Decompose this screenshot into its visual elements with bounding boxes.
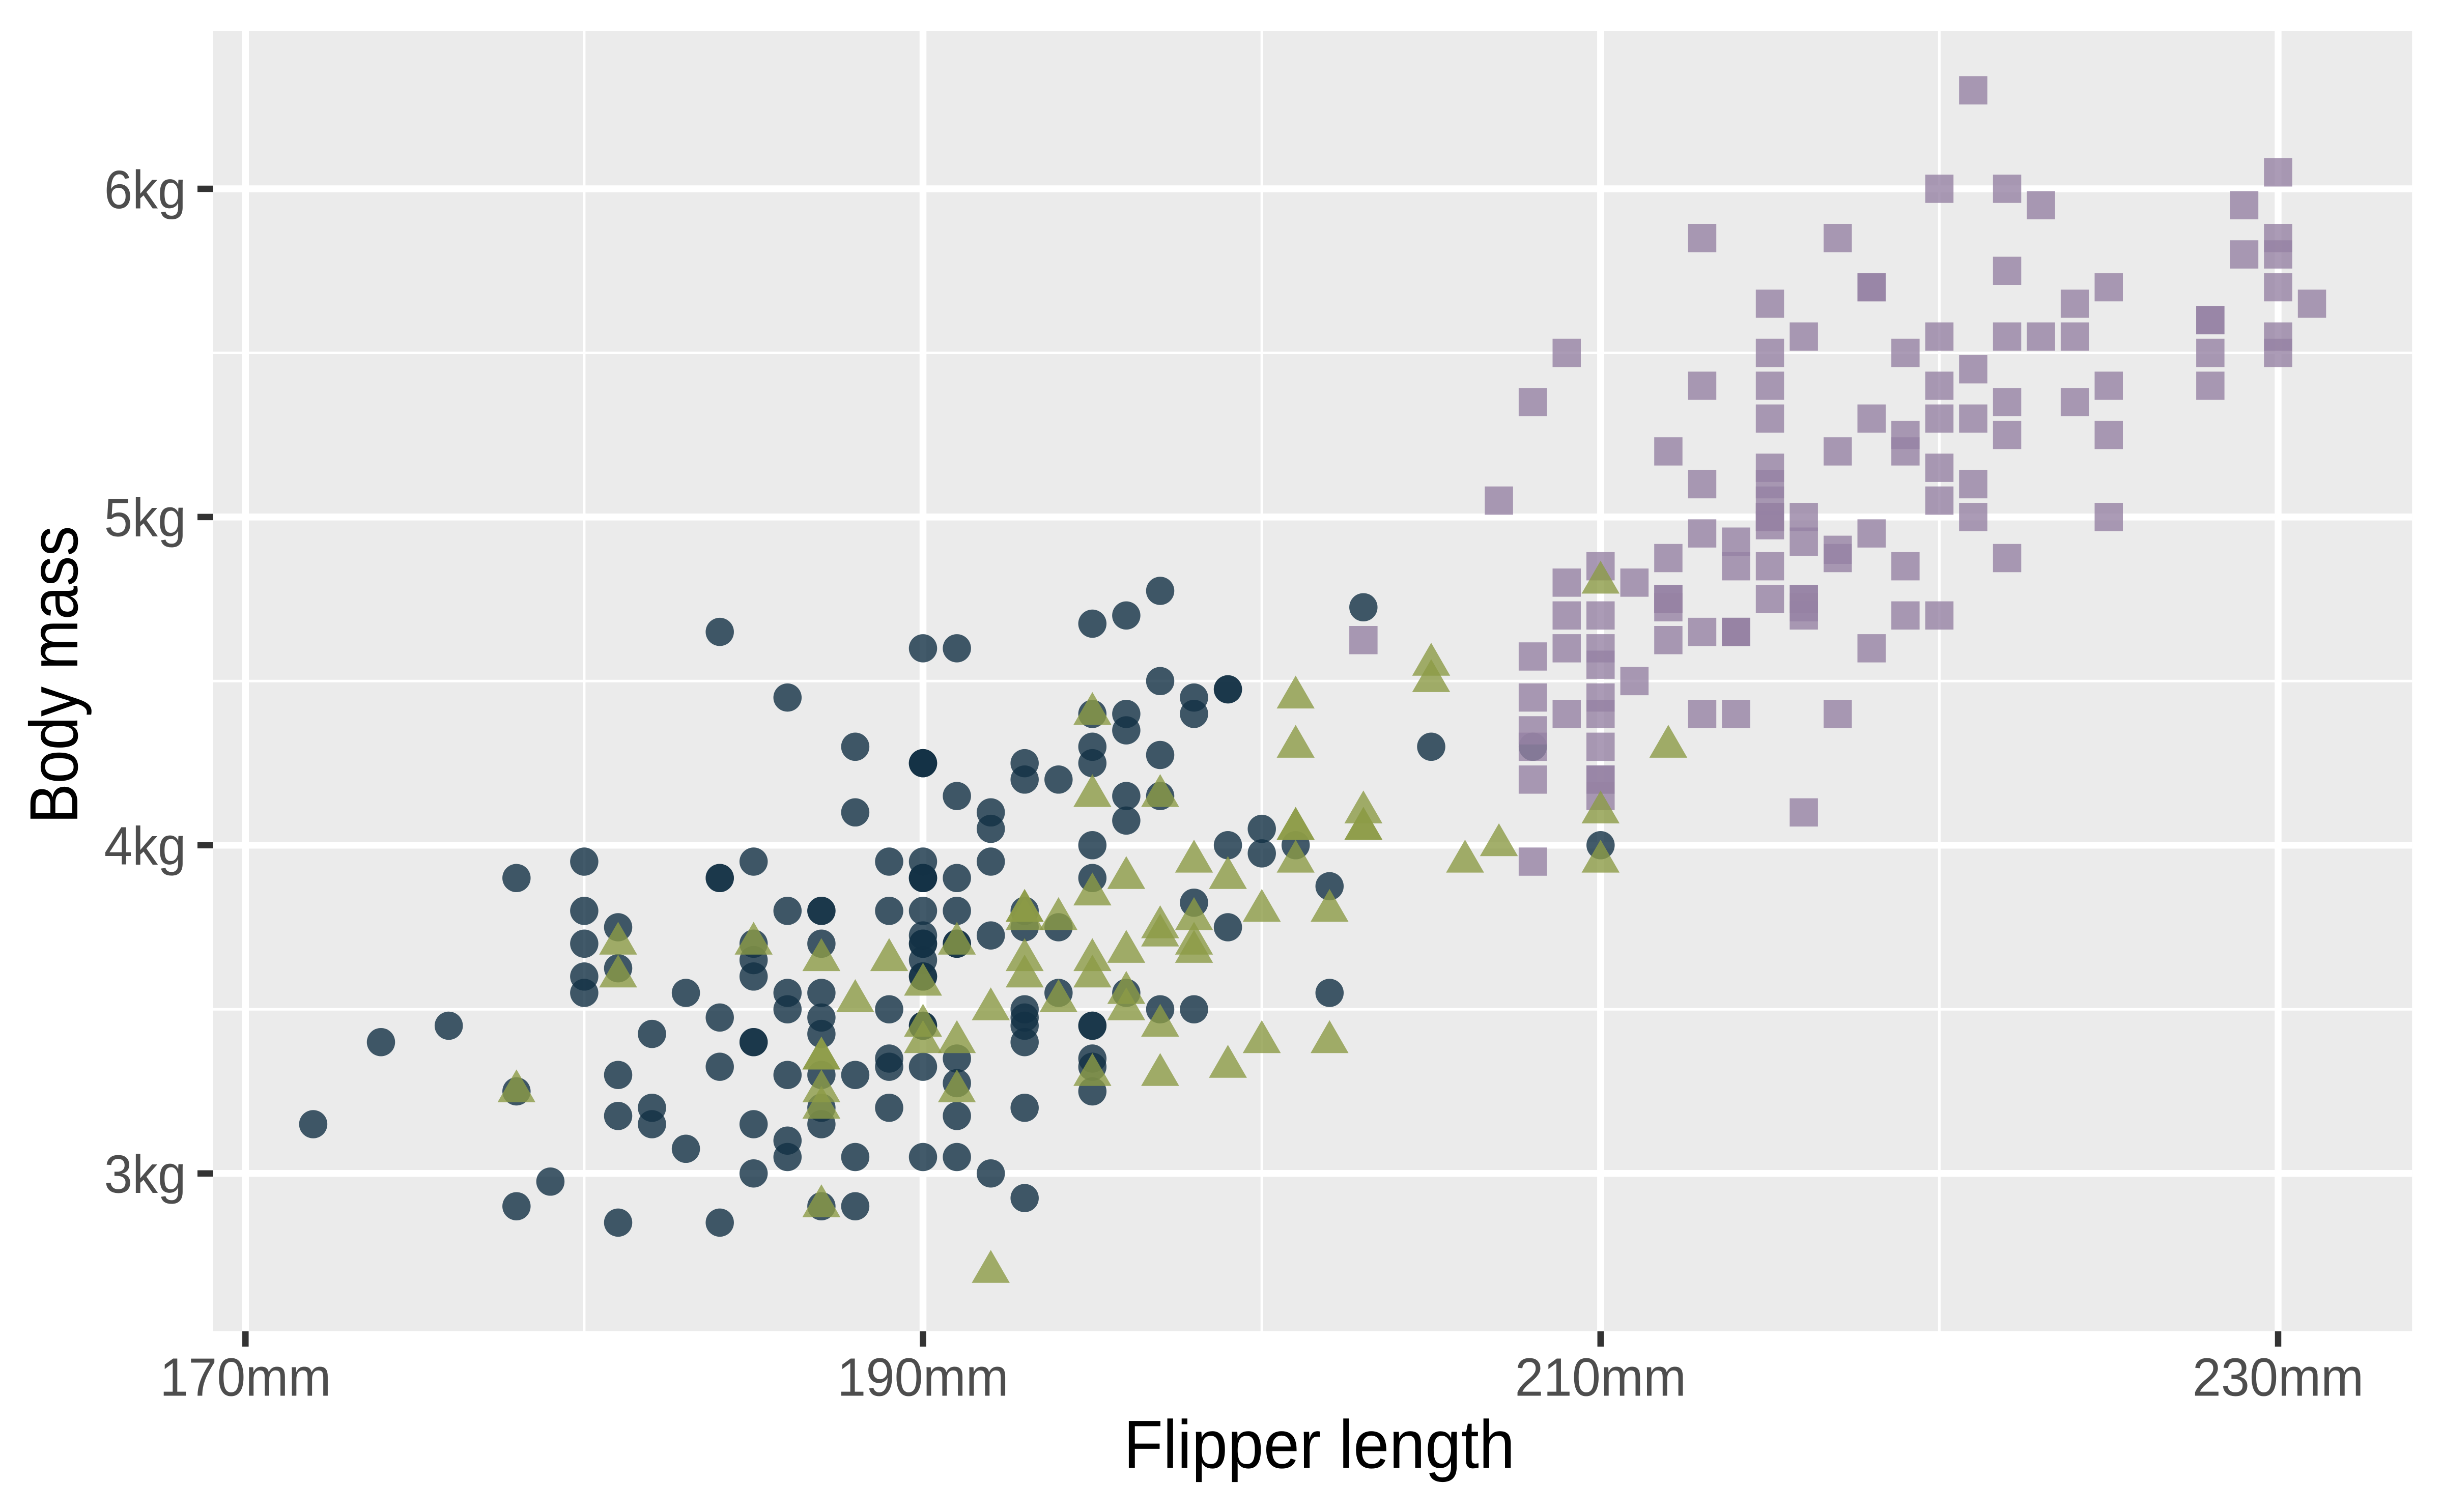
svg-text:Body mass: Body mass [16, 526, 92, 824]
svg-text:5kg: 5kg [104, 488, 186, 548]
svg-text:6kg: 6kg [104, 160, 186, 220]
svg-text:230mm: 230mm [2193, 1348, 2364, 1408]
svg-text:210mm: 210mm [1515, 1348, 1687, 1408]
svg-text:190mm: 190mm [837, 1348, 1009, 1408]
svg-text:Flipper length: Flipper length [1124, 1407, 1515, 1482]
svg-text:3kg: 3kg [104, 1145, 186, 1205]
svg-text:170mm: 170mm [160, 1348, 331, 1408]
svg-text:4kg: 4kg [104, 816, 186, 876]
